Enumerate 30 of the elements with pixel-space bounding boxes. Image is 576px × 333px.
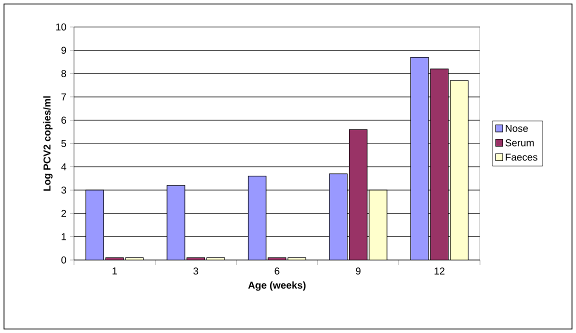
bar (450, 80, 468, 260)
y-tick-label: 1 (62, 233, 66, 240)
y-axis-title: Log PCV2 copies/ml (43, 96, 53, 191)
y-tick-label: 9 (61, 46, 66, 54)
y-tick-label: 10 (56, 23, 66, 31)
bar (430, 68, 449, 260)
bar (248, 176, 266, 260)
y-tick-label: 8 (61, 70, 66, 78)
bar (410, 56, 429, 260)
y-tick-label: 3 (61, 186, 66, 194)
bar (348, 129, 368, 260)
y-tick-label: 7 (61, 93, 66, 100)
x-tick-label: 1 (112, 268, 117, 274)
legend-label: Serum (506, 139, 534, 146)
y-tick-label: 0 (61, 256, 66, 264)
bar (166, 185, 186, 260)
y-tick-label: 5 (61, 140, 66, 147)
bar (86, 190, 104, 260)
x-tick-label: 6 (274, 268, 280, 275)
legend-label: Nose (506, 124, 528, 132)
y-tick-label: 4 (61, 163, 66, 170)
x-tick-label: 12 (434, 268, 444, 274)
x-tick-label: 9 (356, 268, 361, 275)
x-axis-title: Age (weeks) (248, 281, 306, 291)
bar (329, 173, 348, 260)
bar (368, 190, 388, 260)
y-tick-label: 2 (61, 210, 66, 217)
legend-label: Faeces (506, 154, 538, 161)
y-tick-label: 6 (61, 116, 66, 124)
x-tick-label: 3 (193, 268, 198, 275)
